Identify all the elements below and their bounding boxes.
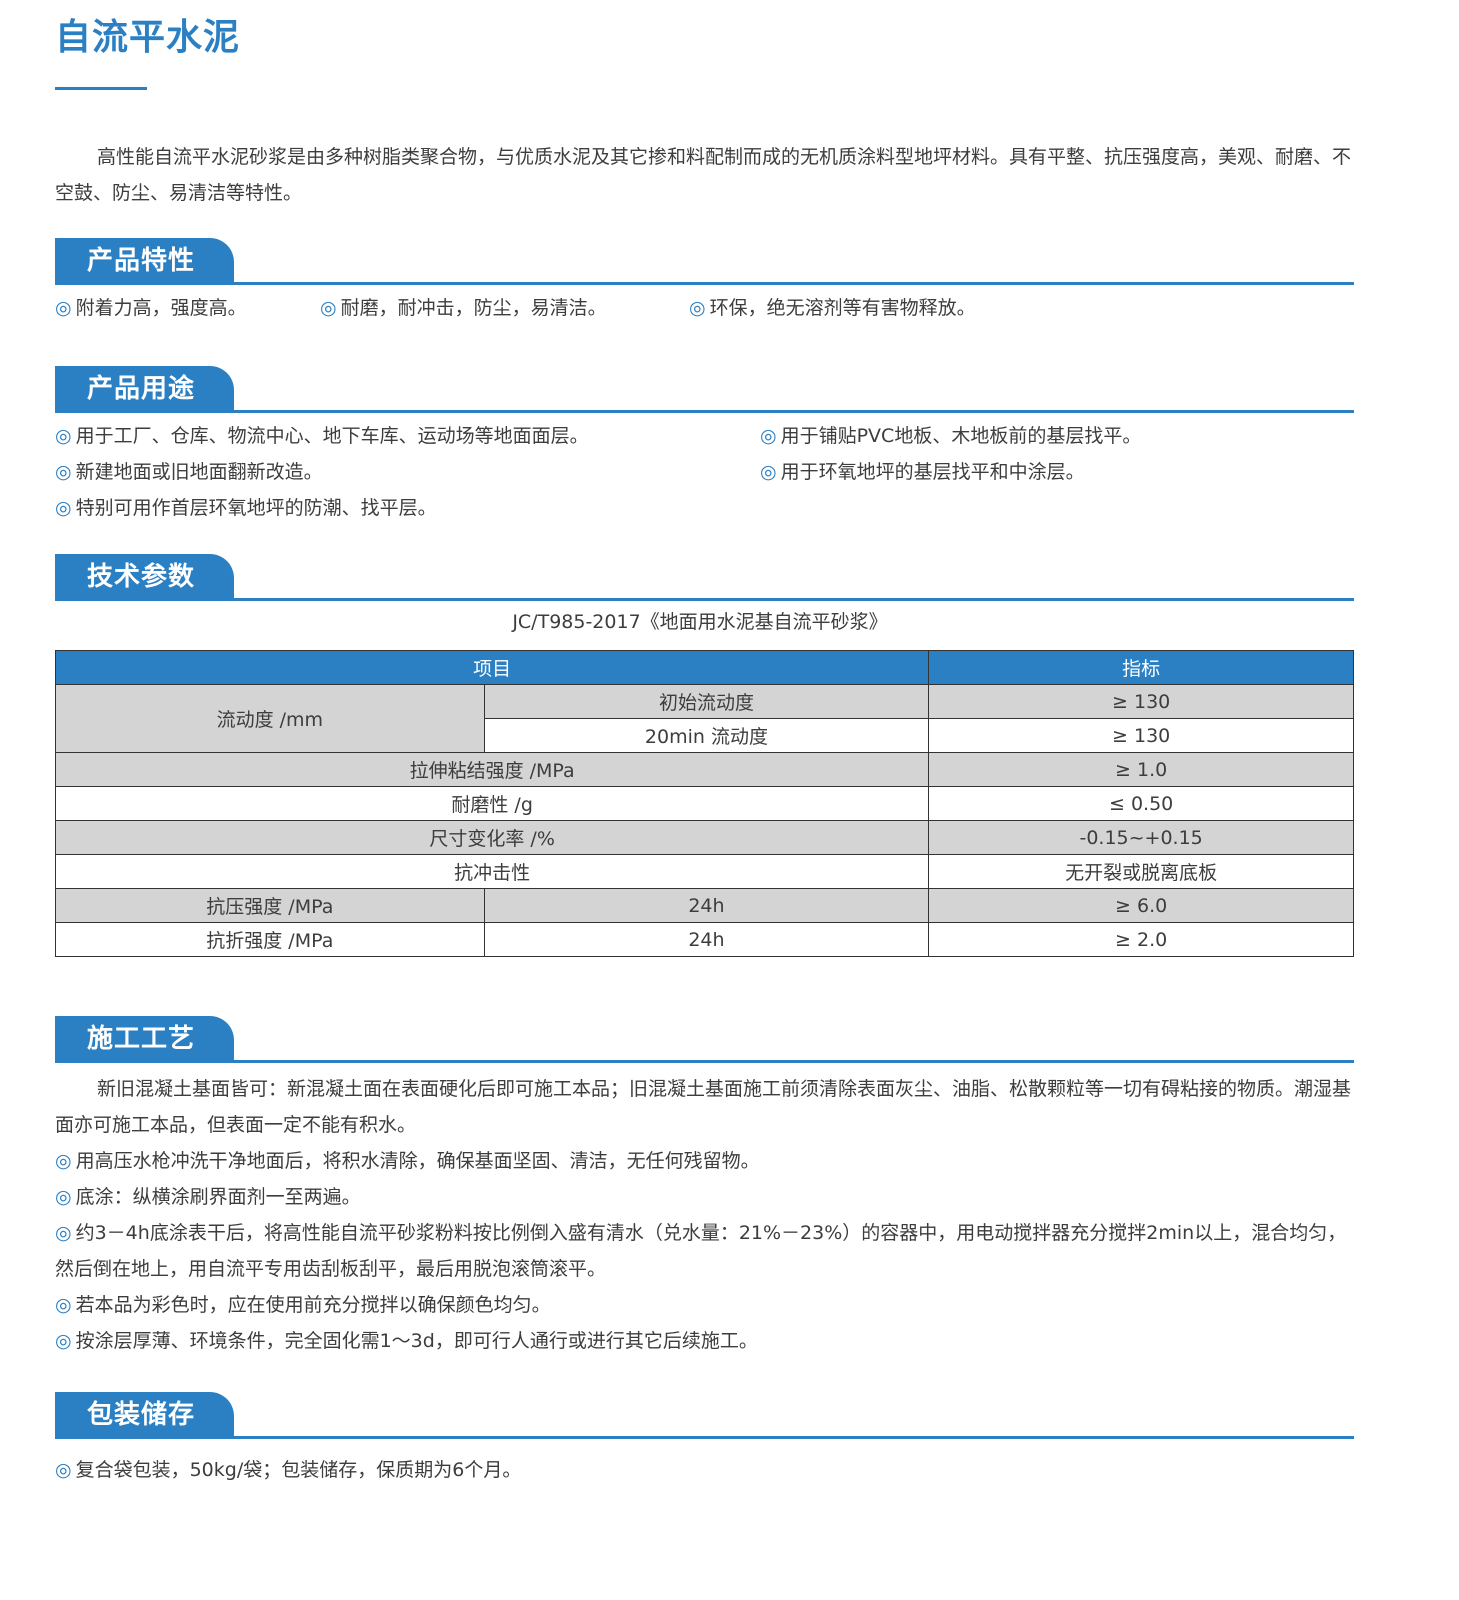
bullet-icon: ◎ [55, 1459, 72, 1481]
table-row: 20min 流动度 ≥ 130 [56, 718, 1354, 753]
bullet-icon: ◎ [760, 461, 777, 483]
divider [55, 598, 1354, 601]
packaging-item: ◎ 复合袋包装，50kg/袋；包装储存，保质期为6个月。 [55, 1452, 521, 1488]
intro-paragraph: 高性能自流平水泥砂浆是由多种树脂类聚合物，与优质水泥及其它掺和料配制而成的无机质… [55, 146, 1352, 204]
page-title: 自流平水泥 [55, 17, 241, 58]
divider [55, 410, 1354, 413]
bullet-icon: ◎ [55, 1294, 72, 1316]
use-item: ◎ 用于环氧地坪的基层找平和中涂层。 [760, 454, 1085, 490]
item-text: 约3－4h底涂表干后，将高性能自流平砂浆粉料按比例倒入盛有清水（兑水量：21%－… [55, 1222, 1347, 1280]
section-title: 产品用途 [55, 366, 234, 411]
divider [55, 1436, 1354, 1439]
section-header-tech: 技术参数 [55, 554, 1354, 601]
item-text: 附着力高，强度高。 [75, 297, 247, 319]
bullet-icon: ◎ [55, 1330, 72, 1352]
section-header-features: 产品特性 [55, 238, 1354, 285]
cell: 20min 流动度 [483, 718, 930, 753]
item-text: 特别可用作首层环氧地坪的防潮、找平层。 [75, 497, 437, 519]
bullet-icon: ◎ [55, 1222, 72, 1244]
section-title: 产品特性 [55, 238, 234, 283]
section-header-packaging: 包装储存 [55, 1392, 1354, 1439]
use-item: ◎ 用于工厂、仓库、物流中心、地下车库、运动场等地面面层。 [55, 418, 589, 454]
item-text: 底涂：纵横涂刷界面剂一至两遍。 [75, 1186, 361, 1208]
table-row: 耐磨性 /g ≤ 0.50 [54, 786, 1354, 821]
cell: ≤ 0.50 [928, 786, 1354, 821]
item-text: 用于工厂、仓库、物流中心、地下车库、运动场等地面面层。 [75, 425, 589, 447]
bullet-icon: ◎ [55, 297, 72, 319]
table-row: 抗折强度 /MPa 24h ≥ 2.0 [55, 922, 1354, 957]
bullet-icon: ◎ [689, 297, 706, 319]
item-text: 若本品为彩色时，应在使用前充分搅拌以确保颜色均匀。 [75, 1294, 551, 1316]
cell: 无开裂或脱离底板 [928, 854, 1354, 889]
bullet-icon: ◎ [55, 497, 72, 519]
divider [55, 282, 1354, 285]
bullet-icon: ◎ [55, 461, 72, 483]
cell: ≥ 130 [928, 718, 1354, 753]
table-row: 流动度 /mm 初始流动度 ≥ 130 [55, 684, 1354, 753]
cell: -0.15~+0.15 [928, 820, 1354, 855]
cell: ≥ 130 [928, 684, 1354, 719]
bullet-icon: ◎ [55, 1150, 72, 1172]
feature-item: ◎ 耐磨，耐冲击，防尘，易清洁。 [320, 290, 607, 326]
header-cell: 项目 [54, 650, 930, 685]
item-text: 用于环氧地坪的基层找平和中涂层。 [780, 461, 1085, 483]
bullet-icon: ◎ [760, 425, 777, 447]
standard-caption: JC/T985-2017《地面用水泥基自流平砂浆》 [512, 611, 888, 633]
item-text: 耐磨，耐冲击，防尘，易清洁。 [340, 297, 607, 319]
cell: 耐磨性 /g [54, 786, 930, 821]
bullet-icon: ◎ [320, 297, 337, 319]
cell: ≥ 2.0 [928, 922, 1354, 957]
cell: 初始流动度 [483, 684, 930, 719]
title-underline [55, 87, 147, 90]
cell: 抗折强度 /MPa [55, 922, 485, 957]
construction-item: ◎ 用高压水枪冲洗干净地面后，将积水清除，确保基面坚固、清洁，无任何残留物。 [55, 1143, 1355, 1179]
use-item: ◎ 特别可用作首层环氧地坪的防潮、找平层。 [55, 490, 437, 526]
table-row: 拉伸粘结强度 /MPa ≥ 1.0 [54, 752, 1354, 787]
use-item: ◎ 新建地面或旧地面翻新改造。 [55, 454, 323, 490]
item-text: 环保，绝无溶剂等有害物释放。 [709, 297, 976, 319]
item-text: 新建地面或旧地面翻新改造。 [75, 461, 323, 483]
section-header-construction: 施工工艺 [55, 1016, 1354, 1063]
header-cell: 指标 [928, 650, 1354, 685]
table-header-row: 项目 指标 [54, 650, 1354, 685]
cell: 抗压强度 /MPa [55, 888, 485, 923]
item-text: 复合袋包装，50kg/袋；包装储存，保质期为6个月。 [75, 1459, 522, 1481]
cell: ≥ 6.0 [928, 888, 1354, 923]
bullet-icon: ◎ [55, 1186, 72, 1208]
section-title: 施工工艺 [55, 1016, 234, 1061]
construction-item: ◎ 约3－4h底涂表干后，将高性能自流平砂浆粉料按比例倒入盛有清水（兑水量：21%… [55, 1215, 1355, 1287]
section-title: 技术参数 [55, 554, 234, 599]
construction-item: ◎ 若本品为彩色时，应在使用前充分搅拌以确保颜色均匀。 [55, 1287, 1355, 1323]
feature-item: ◎ 环保，绝无溶剂等有害物释放。 [689, 290, 976, 326]
item-text: 按涂层厚薄、环境条件，完全固化需1～3d，即可行人通行或进行其它后续施工。 [75, 1330, 758, 1352]
cell: ≥ 1.0 [928, 752, 1354, 787]
table-row: 抗压强度 /MPa 24h ≥ 6.0 [55, 888, 1354, 923]
item-text: 用高压水枪冲洗干净地面后，将积水清除，确保基面坚固、清洁，无任何残留物。 [75, 1150, 760, 1172]
bullet-icon: ◎ [55, 425, 72, 447]
item-text: 用于铺贴PVC地板、木地板前的基层找平。 [780, 425, 1142, 447]
spec-table: 项目 指标 流动度 /mm 初始流动度 ≥ 130 20min 流动度 ≥ 130 拉伸… [54, 650, 1354, 957]
construction-list: ◎ 用高压水枪冲洗干净地面后，将积水清除，确保基面坚固、清洁，无任何残留物。 ◎ 底… [55, 1143, 1355, 1359]
cell: 尺寸变化率 /% [54, 820, 930, 855]
cell: 流动度 /mm [55, 684, 485, 753]
table-row: 尺寸变化率 /% -0.15~+0.15 [54, 820, 1354, 855]
cell: 抗冲击性 [54, 854, 930, 889]
feature-item: ◎ 附着力高，强度高。 [55, 290, 247, 326]
table-row: 抗冲击性 无开裂或脱离底板 [54, 854, 1354, 889]
construction-item: ◎ 底涂：纵横涂刷界面剂一至两遍。 [55, 1179, 1355, 1215]
cell: 24h [483, 922, 930, 957]
section-title: 包装储存 [55, 1392, 234, 1437]
divider [55, 1060, 1354, 1063]
construction-intro: 新旧混凝土基面皆可：新混凝土面在表面硬化后即可施工本品；旧混凝土基面施工前须清除… [55, 1078, 1352, 1136]
section-header-uses: 产品用途 [55, 366, 1354, 413]
use-item: ◎ 用于铺贴PVC地板、木地板前的基层找平。 [760, 418, 1141, 454]
cell: 24h [483, 888, 930, 923]
cell: 拉伸粘结强度 /MPa [54, 752, 930, 787]
construction-item: ◎ 按涂层厚薄、环境条件，完全固化需1～3d，即可行人通行或进行其它后续施工。 [55, 1323, 1355, 1359]
